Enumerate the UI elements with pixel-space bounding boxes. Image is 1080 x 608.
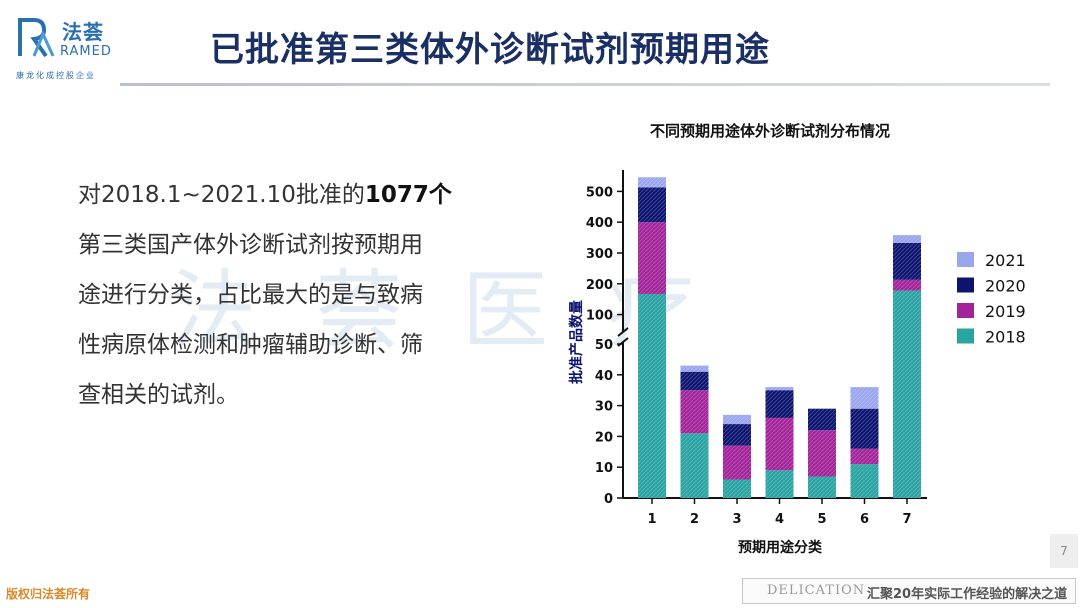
bar-segment-texture	[893, 235, 921, 243]
bar-segment-texture	[850, 408, 879, 449]
y-axis-label: 批准产品数量	[568, 300, 585, 384]
body-line-2: 第三类国产体外诊断试剂按预期用	[78, 232, 423, 258]
footer-brand: DELICATION	[767, 583, 866, 598]
bar-segment-texture	[850, 448, 879, 465]
y-tick-label: 40	[595, 369, 613, 384]
bar-segment-texture	[765, 390, 794, 418]
bar-segment-texture	[723, 414, 751, 425]
bar-segment-texture	[638, 293, 666, 344]
x-tick-label: 1	[647, 512, 656, 527]
body-line-4: 性病原体检测和肿瘤辅助诊断、筛	[78, 332, 423, 358]
legend-swatch	[957, 328, 974, 344]
x-tick-label: 2	[690, 512, 699, 527]
legend-label: 2019	[985, 302, 1026, 321]
body-line-3: 途进行分类，占比最大的是与致病	[78, 282, 423, 308]
bar-segment-texture	[765, 387, 794, 391]
axis-break-mark	[617, 327, 629, 337]
body-count-highlight: 1077个	[364, 182, 452, 208]
y-tick-label: 100	[586, 309, 613, 324]
plot-area: 100 200 300 400 500 0 10 20 30 40 50 1 2 3 4 5 6 7	[586, 170, 927, 527]
bar-segment-texture	[765, 470, 794, 498]
bar-segment-texture	[765, 417, 794, 471]
chart-legend: 2021 2020 2019 2018	[957, 251, 1026, 347]
legend-label: 2018	[985, 328, 1026, 347]
bar-segment-texture	[808, 430, 836, 477]
body-paragraph: 对2018.1~2021.10批准的1077个 第三类国产体外诊断试剂按预期用 …	[78, 170, 508, 420]
slide-title: 已批准第三类体外诊断试剂预期用途	[210, 30, 770, 70]
body-line-1-prefix: 对2018.1~2021.10批准的	[78, 182, 365, 208]
y-tick-label: 20	[595, 430, 613, 445]
logo-chinese-name: 法荟	[62, 20, 104, 44]
y-tick-label: 10	[595, 461, 613, 476]
watermark: 法荟医疗	[170, 261, 754, 361]
bar-segment-texture	[808, 476, 836, 498]
x-axis-label: 预期用途分类	[738, 539, 823, 556]
bar-segment-texture	[893, 242, 921, 280]
bar-segment-texture	[893, 279, 921, 291]
bar-segment-texture	[680, 390, 709, 434]
logo-subtitle: 康龙化成控股企业	[16, 71, 96, 80]
y-tick-label: 300	[586, 247, 613, 262]
y-tick-label: 0	[604, 492, 613, 507]
y-tick-label: 50	[595, 338, 613, 353]
legend-swatch	[957, 252, 974, 267]
footer-banner: DELICATION 汇聚20年实际工作经验的解决之道	[742, 578, 1076, 604]
body-line-5: 查相关的试剂。	[78, 382, 239, 408]
stacked-bar-chart: 不同预期用途体外诊断试剂分布情况 100 200 300 400 500 0 10 20 30 4…	[568, 122, 1026, 556]
bar-segment-texture	[893, 344, 921, 498]
title-divider	[120, 83, 1050, 86]
x-tick-label: 3	[732, 512, 741, 527]
logo-mark-icon	[18, 18, 55, 58]
x-tick-label: 5	[817, 512, 826, 527]
y-tick-label: 400	[586, 216, 613, 231]
x-tick-label: 6	[860, 512, 869, 527]
x-tick-label: 7	[902, 512, 911, 527]
bar-segment-texture	[638, 222, 666, 294]
bar-segment-texture	[638, 344, 666, 498]
bar-segment-texture	[808, 408, 836, 431]
bar-segment-texture	[723, 445, 751, 480]
bar-segment-texture	[680, 371, 709, 391]
legend-swatch	[957, 277, 974, 293]
bar-segment-texture	[638, 177, 666, 188]
bar-segment-texture	[638, 187, 666, 223]
bar-segment-texture	[723, 479, 751, 498]
bar-segment-texture	[850, 387, 879, 409]
y-tick-label: 500	[586, 185, 613, 200]
y-tick-label: 200	[586, 278, 613, 293]
logo-english-name: RAMED	[60, 44, 112, 59]
bar-segment-texture	[680, 365, 709, 372]
legend-label: 2020	[985, 277, 1026, 296]
footer-slogan: 汇聚20年实际工作经验的解决之道	[867, 587, 1068, 602]
bar-segment-texture	[850, 464, 879, 498]
bar-segment-texture	[723, 424, 751, 446]
page-number: 7	[1050, 534, 1078, 568]
x-tick-label: 4	[775, 512, 784, 527]
company-logo: 法荟 RAMED 康龙化成控股企业	[12, 14, 124, 84]
legend-label: 2021	[985, 251, 1026, 270]
legend-swatch	[957, 303, 974, 318]
chart-title: 不同预期用途体外诊断试剂分布情况	[650, 122, 890, 140]
copyright-notice: 版权归法荟所有	[6, 587, 91, 601]
bar-segment-texture	[680, 433, 709, 498]
body-line-1: 对2018.1~2021.10批准的1077个	[78, 170, 508, 220]
bar-segment-texture	[893, 290, 921, 344]
y-tick-label: 30	[595, 400, 613, 415]
